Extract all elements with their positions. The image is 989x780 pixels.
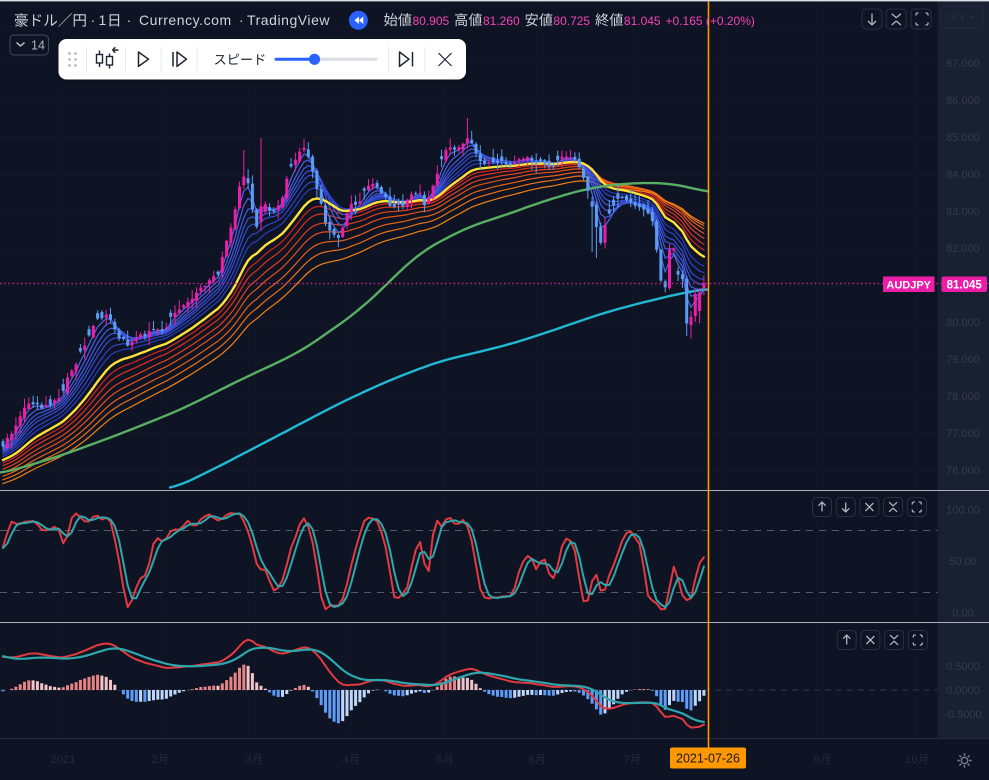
svg-text:+0.165 (+0.20%): +0.165 (+0.20%) [666, 14, 755, 28]
svg-text:85.000: 85.000 [946, 132, 980, 144]
svg-text:5: 5 [436, 754, 442, 766]
svg-text:81.045: 81.045 [947, 279, 983, 291]
svg-text:9: 9 [813, 754, 819, 766]
svg-text:87.000: 87.000 [946, 58, 980, 70]
svg-text:·: · [91, 12, 96, 28]
svg-text:10: 10 [905, 754, 917, 766]
svg-text:3: 3 [245, 754, 251, 766]
svg-text:·: · [239, 12, 244, 28]
svg-text:2: 2 [151, 754, 157, 766]
svg-text:0.5000: 0.5000 [946, 661, 980, 673]
svg-text:76.000: 76.000 [946, 465, 980, 477]
svg-text:-0.5000: -0.5000 [944, 709, 981, 721]
svg-text:81.045: 81.045 [624, 14, 661, 28]
svg-text:AUDJPY: AUDJPY [886, 279, 931, 291]
svg-text:86.000: 86.000 [946, 95, 980, 107]
svg-text:84.000: 84.000 [946, 169, 980, 181]
svg-text:7: 7 [623, 754, 629, 766]
svg-text:81.260: 81.260 [483, 14, 520, 28]
svg-text:1: 1 [99, 12, 107, 28]
svg-text:14: 14 [31, 39, 45, 53]
svg-text:77.000: 77.000 [946, 428, 980, 440]
svg-text:80.905: 80.905 [413, 14, 450, 28]
svg-text:80.725: 80.725 [553, 14, 590, 28]
svg-text:TradingView: TradingView [247, 12, 330, 28]
svg-text:2021: 2021 [51, 754, 75, 766]
svg-text:0.0000: 0.0000 [946, 685, 980, 697]
svg-text:0.00: 0.00 [952, 608, 973, 620]
svg-text:Currency.com: Currency.com [139, 12, 232, 28]
svg-text:50.00: 50.00 [949, 556, 977, 568]
svg-text:JPY: JPY [946, 12, 967, 24]
svg-text:6: 6 [528, 754, 534, 766]
svg-text:79.000: 79.000 [946, 354, 980, 366]
svg-text:80.000: 80.000 [946, 317, 980, 329]
svg-text:82.000: 82.000 [946, 243, 980, 255]
svg-text:78.000: 78.000 [946, 391, 980, 403]
svg-text:2021-07-26: 2021-07-26 [676, 752, 740, 766]
svg-text:83.000: 83.000 [946, 206, 980, 218]
svg-text:·: · [127, 12, 132, 28]
svg-text:4: 4 [342, 754, 348, 766]
svg-text:100.00: 100.00 [946, 505, 980, 517]
